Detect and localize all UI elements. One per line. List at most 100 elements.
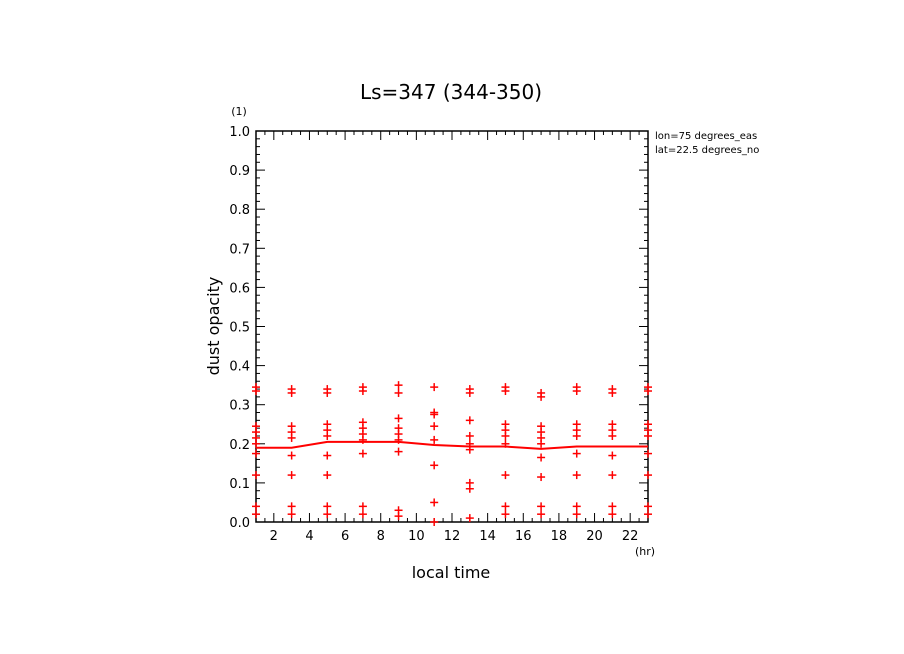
data-point — [394, 512, 403, 521]
data-point — [572, 449, 581, 458]
data-point — [501, 387, 510, 396]
data-point — [430, 518, 439, 526]
y-tick-label: 0.6 — [229, 281, 250, 296]
data-point — [394, 447, 403, 456]
data-point — [501, 510, 510, 519]
data-point — [465, 431, 474, 440]
x-tick-label: 20 — [586, 529, 603, 544]
data-point — [358, 449, 367, 458]
data-point — [465, 484, 474, 493]
data-point — [644, 431, 652, 440]
data-point — [323, 451, 332, 460]
data-point — [430, 435, 439, 444]
y-tick-label: 0.4 — [229, 360, 250, 375]
chart-title: Ls=347 (344-350) — [360, 80, 542, 104]
y-tick-label: 0.1 — [229, 477, 250, 492]
x-tick-label: 14 — [479, 529, 496, 544]
x-tick-label: 8 — [377, 529, 385, 544]
data-point — [465, 514, 474, 523]
y-tick-label: 0.3 — [229, 399, 250, 414]
x-tick-label: 16 — [515, 529, 532, 544]
data-point — [644, 510, 652, 519]
data-point — [323, 510, 332, 519]
data-point — [323, 388, 332, 397]
data-point — [465, 416, 474, 425]
data-point — [572, 387, 581, 396]
data-point — [501, 471, 510, 480]
data-point — [287, 388, 296, 397]
y-unit-label: (1) — [231, 105, 247, 118]
data-point — [394, 381, 403, 390]
data-point — [537, 453, 546, 462]
y-tick-label: 0.8 — [229, 203, 250, 218]
mean-line — [256, 440, 648, 450]
data-point — [537, 473, 546, 482]
data-point — [501, 502, 510, 511]
data-point — [430, 498, 439, 507]
data-point — [358, 510, 367, 519]
y-tick-label: 0.5 — [229, 321, 250, 336]
y-axis-title: dust opacity — [204, 277, 223, 376]
data-point — [430, 383, 439, 392]
data-point — [323, 471, 332, 480]
data-point — [537, 392, 546, 401]
x-tick-label: 4 — [305, 529, 313, 544]
data-point — [572, 471, 581, 480]
data-point — [644, 502, 652, 511]
data-point — [323, 502, 332, 511]
data-point — [430, 422, 439, 431]
x-unit-label: (hr) — [635, 545, 655, 558]
y-tick-label: 1.0 — [229, 125, 250, 140]
data-point — [608, 451, 617, 460]
data-point — [644, 449, 652, 458]
data-point — [287, 433, 296, 442]
annotation-lon: lon=75 degrees_eas — [655, 131, 757, 142]
x-axis-title: local time — [412, 563, 491, 582]
axis-ticks: 0.0 0.1 0.2 0.3 0.4 0.5 0.6 0.7 0.8 0.9 1.0 2 4 6 8 10 1… — [229, 125, 649, 544]
x-tick-label: 10 — [408, 529, 425, 544]
data-point — [608, 388, 617, 397]
data-point — [572, 431, 581, 440]
data-point — [430, 461, 439, 470]
x-tick-label: 6 — [341, 529, 349, 544]
data-point — [287, 471, 296, 480]
data-point — [287, 451, 296, 460]
x-tick-label: 2 — [270, 529, 278, 544]
data-point — [572, 502, 581, 511]
data-point — [608, 471, 617, 480]
data-point — [537, 502, 546, 511]
data-point — [465, 388, 474, 397]
annotation-lat: lat=22.5 degrees_no — [655, 145, 759, 156]
data-point — [252, 387, 260, 396]
data-point — [252, 471, 260, 480]
data-point — [537, 439, 546, 448]
data-point — [537, 510, 546, 519]
data-point — [644, 387, 652, 396]
data-point — [252, 439, 260, 448]
y-tick-label: 0.2 — [229, 438, 250, 453]
data-point — [252, 449, 260, 458]
y-tick-label: 0.7 — [229, 242, 250, 257]
x-tick-label: 22 — [622, 529, 639, 544]
data-point — [430, 410, 439, 419]
data-point — [323, 431, 332, 440]
data-point — [608, 510, 617, 519]
data-point — [501, 431, 510, 440]
data-point — [644, 471, 652, 480]
data-point — [608, 431, 617, 440]
data-marks — [252, 381, 652, 526]
plot-frame — [255, 130, 649, 523]
data-point — [394, 388, 403, 397]
data-point — [608, 502, 617, 511]
x-tick-label: 18 — [551, 529, 568, 544]
data-point — [572, 510, 581, 519]
data-point — [287, 510, 296, 519]
y-tick-label: 0.0 — [229, 516, 250, 531]
data-point — [252, 502, 260, 511]
data-point — [252, 510, 260, 519]
data-point — [358, 502, 367, 511]
x-tick-label: 12 — [444, 529, 461, 544]
data-point — [394, 414, 403, 423]
y-tick-label: 0.9 — [229, 164, 250, 179]
